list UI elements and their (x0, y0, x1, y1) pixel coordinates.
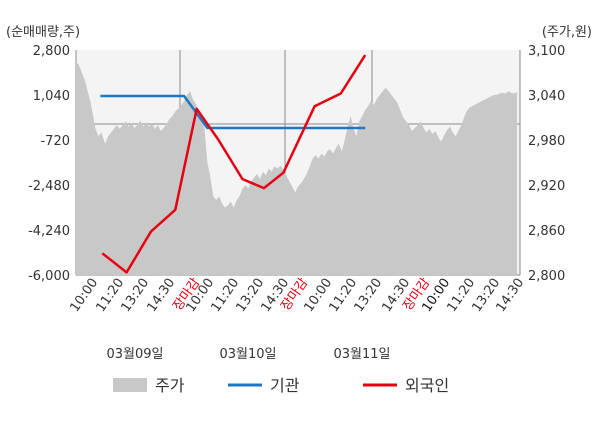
x-tick-label: 13:20 (351, 276, 385, 315)
date-label: 03월11일 (333, 347, 390, 362)
date-label: 03월10일 (219, 347, 276, 362)
right-tick-label: 3,040 (528, 89, 565, 104)
right-tick-label: 3,100 (528, 44, 565, 59)
legend-label: 기관 (270, 376, 300, 395)
left-tick-label: -4,240 (28, 224, 70, 239)
series-line-외국인 (101, 54, 367, 274)
right-axis-unit: (주가,원) (542, 25, 592, 40)
date-labels: 03월09일 03월10일 03월11일 (106, 347, 390, 362)
left-axis: 2,800 1,040 -720 -2,480 -4,240 -6,000 (28, 44, 70, 284)
right-tick-label: 2,860 (528, 224, 565, 239)
right-tick-label: 2,800 (528, 269, 565, 284)
line-series (100, 54, 367, 274)
legend: 주가 기관 외국인 (113, 376, 449, 395)
right-tick-label: 2,920 (528, 179, 565, 194)
left-tick-label: -6,000 (28, 269, 70, 284)
left-tick-label: -720 (40, 134, 70, 149)
x-axis: 10:0011:2013:2014:30장마감10:0011:2013:2014… (67, 276, 527, 315)
left-tick-label: 1,040 (33, 89, 70, 104)
price-area-series (76, 61, 518, 275)
right-axis: 3,100 3,040 2,980 2,920 2,860 2,800 (528, 44, 565, 284)
price-area (76, 61, 518, 275)
left-tick-label: 2,800 (33, 44, 70, 59)
legend-swatch (113, 378, 147, 392)
right-tick-label: 2,980 (528, 134, 565, 149)
x-tick-label: 14:30 (144, 276, 178, 315)
legend-label: 외국인 (405, 376, 449, 395)
left-tick-label: -2,480 (28, 179, 70, 194)
left-axis-unit: (순매매량,주) (6, 25, 80, 40)
date-label: 03월09일 (106, 347, 163, 362)
legend-label: 주가 (155, 376, 185, 395)
